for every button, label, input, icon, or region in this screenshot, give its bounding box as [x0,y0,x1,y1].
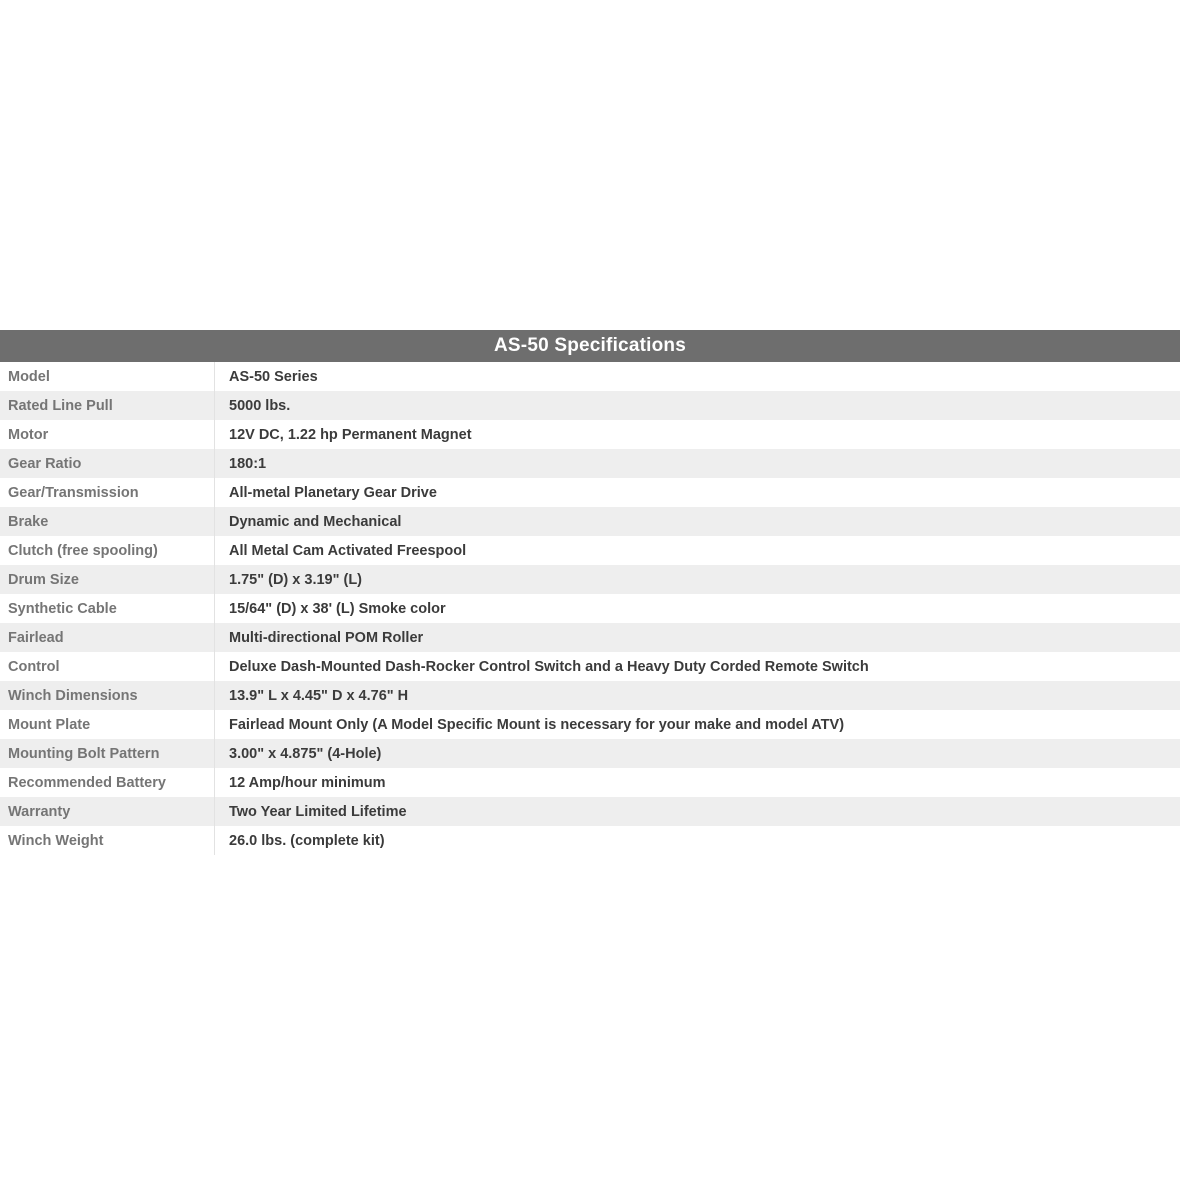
spec-label: Clutch (free spooling) [0,536,215,565]
table-row: Gear/Transmission All-metal Planetary Gea… [0,478,1180,507]
table-row: Motor 12V DC, 1.22 hp Permanent Magnet [0,420,1180,449]
spec-label: Control [0,652,215,681]
spec-label: Winch Dimensions [0,681,215,710]
table-row: Winch Weight 26.0 lbs. (complete kit) [0,826,1180,855]
spec-label: Winch Weight [0,826,215,855]
spec-value: Dynamic and Mechanical [229,513,402,530]
spec-label: Brake [0,507,215,536]
spec-value: 1.75" (D) x 3.19" (L) [229,571,363,588]
spec-value: 13.9" L x 4.45" D x 4.76" H [229,687,409,704]
spec-value: Deluxe Dash-Mounted Dash-Rocker Control … [229,658,869,675]
spec-label: Motor [0,420,215,449]
spec-label: Mounting Bolt Pattern [0,739,215,768]
table-row: Fairlead Multi-directional POM Roller [0,623,1180,652]
spec-label: Model [0,362,215,391]
spec-label: Fairlead [0,623,215,652]
spec-label: Drum Size [0,565,215,594]
spec-rows: Model AS-50 Series Rated Line Pull 5000 lbs… [0,362,1180,855]
spec-value: 12 Amp/hour minimum [229,774,386,791]
spec-value: Fairlead Mount Only (A Model Specific Mo… [229,716,845,733]
table-row: Control Deluxe Dash-Mounted Dash-Rocker C… [0,652,1180,681]
spec-label: Synthetic Cable [0,594,215,623]
spec-label: Recommended Battery [0,768,215,797]
spec-value: Two Year Limited Lifetime [229,803,407,820]
table-row: Clutch (free spooling) All Metal Cam Acti… [0,536,1180,565]
specifications-table: AS-50 Specifications Model AS-50 Series Ra… [0,330,1180,855]
spec-label: Mount Plate [0,710,215,739]
table-row: Brake Dynamic and Mechanical [0,507,1180,536]
spec-value: AS-50 Series [229,368,318,385]
table-row: Warranty Two Year Limited Lifetime [0,797,1180,826]
spec-value: All-metal Planetary Gear Drive [229,484,437,501]
table-row: Recommended Battery 12 Amp/hour minimum [0,768,1180,797]
spec-label: Gear/Transmission [0,478,215,507]
spec-value: 26.0 lbs. (complete kit) [229,832,385,849]
table-row: Winch Dimensions 13.9" L x 4.45" D x 4.76… [0,681,1180,710]
table-row: Drum Size 1.75" (D) x 3.19" (L) [0,565,1180,594]
spec-value: Multi-directional POM Roller [229,629,424,646]
spec-label: Rated Line Pull [0,391,215,420]
table-row: Gear Ratio 180:1 [0,449,1180,478]
table-row: Mount Plate Fairlead Mount Only (A Model … [0,710,1180,739]
spec-value: 3.00" x 4.875" (4-Hole) [229,745,382,762]
table-row: Synthetic Cable 15/64" (D) x 38' (L) Smok… [0,594,1180,623]
spec-label: Gear Ratio [0,449,215,478]
table-title: AS-50 Specifications [0,330,1180,362]
spec-value: 5000 lbs. [229,397,291,414]
spec-value: 15/64" (D) x 38' (L) Smoke color [229,600,446,617]
spec-value: All Metal Cam Activated Freespool [229,542,467,559]
spec-label: Warranty [0,797,215,826]
table-row: Model AS-50 Series [0,362,1180,391]
spec-value: 180:1 [229,455,267,472]
table-row: Mounting Bolt Pattern 3.00" x 4.875" (4-H… [0,739,1180,768]
spec-value: 12V DC, 1.22 hp Permanent Magnet [229,426,472,443]
table-row: Rated Line Pull 5000 lbs. [0,391,1180,420]
